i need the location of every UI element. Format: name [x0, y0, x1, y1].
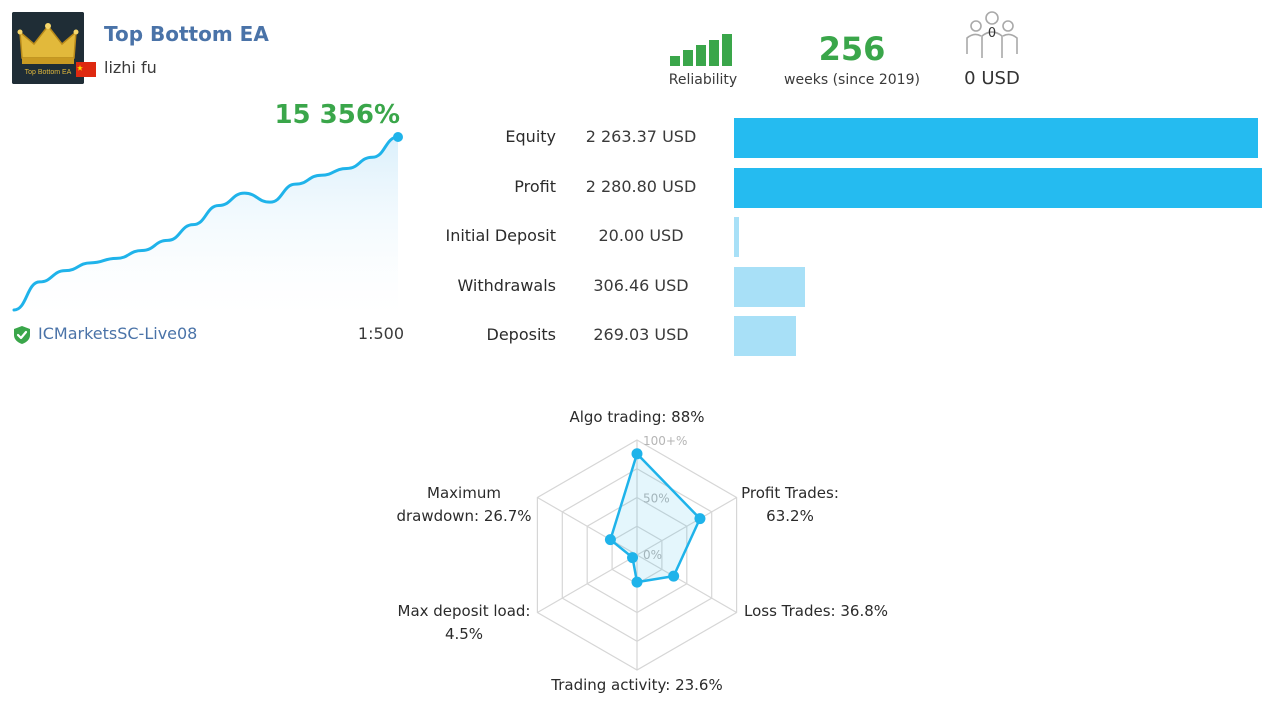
bar-label: Deposits [486, 325, 557, 344]
radar-axis-label: 63.2% [766, 507, 814, 525]
bar-value: 306.46 USD [593, 276, 689, 295]
radar-spoke [636, 554, 737, 614]
bar-label: Equity [505, 127, 556, 146]
radar-axis-label: Loss Trades: 36.8% [744, 602, 888, 620]
radar-axis-label: 4.5% [445, 625, 483, 643]
growth-line [12, 135, 400, 312]
radar-axis-label: Profit Trades: [741, 484, 839, 502]
bar-value: 269.03 USD [593, 325, 689, 344]
radar-data-point [604, 534, 616, 546]
svg-text:Top Bottom EA: Top Bottom EA [25, 69, 72, 76]
bar-row-profit: Profit 2 280.80 USD [420, 168, 1270, 208]
bar-value: 2 263.37 USD [585, 127, 697, 146]
initial-deposit-bar [734, 217, 739, 257]
bar-row-withdrawals: Withdrawals 306.46 USD [420, 267, 1270, 307]
bar-row-equity: Equity 2 263.37 USD [420, 118, 1270, 158]
broker-server-link[interactable]: ICMarketsSC-Live08 [38, 324, 198, 343]
reliability-label: Reliability [668, 72, 738, 88]
author-name[interactable]: lizhi fu [104, 58, 157, 77]
bar-row-initial-deposit: Initial Deposit 20.00 USD [420, 217, 1270, 257]
radar-data-point [668, 570, 680, 582]
radar-data-point [631, 576, 643, 588]
radar-spoke [537, 496, 638, 556]
radar-axis-label: Algo trading: 88% [569, 408, 704, 426]
growth-percent: 15 356% [274, 100, 400, 130]
equity-bar [734, 118, 1258, 158]
bar-label: Initial Deposit [445, 226, 556, 245]
growth-area [14, 137, 398, 315]
radar-spoke [636, 496, 737, 556]
crown-icon: Top Bottom EA [12, 12, 84, 84]
growth-end-point [393, 132, 403, 142]
bar-value: 2 280.80 USD [585, 177, 697, 196]
bar-value: 20.00 USD [598, 226, 684, 245]
ea-logo[interactable]: Top Bottom EA [12, 12, 84, 84]
ea-title[interactable]: Top Bottom EA [104, 22, 269, 46]
radar-scale-label: 100+% [643, 434, 687, 448]
radar-spoke [537, 554, 638, 614]
weeks-count: 256 [818, 30, 886, 68]
leverage: 1:500 [357, 324, 404, 343]
radar-chart[interactable]: 100+% 50% 0% Algo trading: 88% Profit Trades… [380, 400, 900, 710]
china-flag-icon [76, 62, 96, 77]
subscribers-count: 0 [987, 26, 997, 41]
radar-scale-label: 50% [643, 492, 670, 506]
withdrawals-bar [734, 267, 805, 307]
deposits-bar [734, 316, 796, 356]
weeks-label: weeks (since 2019) [784, 72, 920, 88]
verified-shield-icon [14, 326, 30, 344]
bar-label: Profit [514, 177, 556, 196]
radar-axis-label: Trading activity: 23.6% [550, 676, 722, 694]
reliability-bars-icon [670, 34, 732, 66]
radar-scale-label: 0% [643, 548, 662, 562]
radar-axis-label: Maximum [427, 484, 501, 502]
radar-axis-label: drawdown: 26.7% [396, 507, 531, 525]
subscribers-funds: 0 USD [964, 68, 1020, 89]
radar-data-point [631, 448, 643, 460]
profit-bar [734, 168, 1262, 208]
subscribers-icon [966, 11, 1018, 58]
growth-chart[interactable] [10, 120, 410, 320]
bar-label: Withdrawals [457, 276, 556, 295]
bar-row-deposits: Deposits 269.03 USD [420, 316, 1270, 356]
radar-data-point [694, 513, 706, 525]
radar-axis-label: Max deposit load: [398, 602, 531, 620]
radar-data-point [627, 552, 639, 564]
